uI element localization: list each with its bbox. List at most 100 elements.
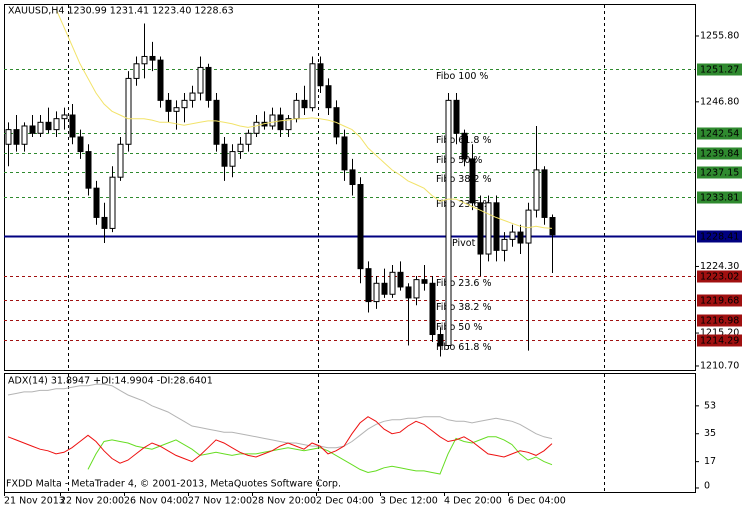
x-tick-label: 6 Dec 04:00: [508, 496, 566, 507]
candle-body: [541, 169, 548, 218]
candle-body: [285, 118, 292, 131]
candle-body: [165, 99, 172, 112]
candle-body: [189, 92, 196, 101]
price-box-label: 1239.84: [700, 149, 739, 160]
x-tick-label: 3 Dec 12:00: [380, 496, 438, 507]
price-box-label: 1219.68: [700, 296, 739, 307]
candle-body: [517, 231, 524, 244]
level-label: Fibo 100 %: [436, 71, 488, 82]
y-tick-label: 0: [704, 481, 710, 492]
candle-body: [109, 176, 116, 229]
candle-body: [53, 118, 60, 131]
price-box: [697, 147, 742, 160]
candle-body: [549, 217, 556, 236]
candle-body: [21, 125, 28, 145]
candle-body: [341, 136, 348, 171]
candle-body: [77, 136, 84, 153]
candle-body: [485, 202, 492, 255]
level-label: Fibo 50 %: [436, 155, 482, 166]
level-label: Fibo 38.2 %: [436, 302, 491, 313]
candle-body: [277, 114, 284, 131]
level-label: Fibo 23.6 %: [436, 199, 491, 210]
candle-body: [149, 55, 156, 61]
y-tick-label: 17: [704, 456, 716, 467]
candle-body: [293, 99, 300, 120]
candle-body: [133, 63, 140, 79]
x-tick-label: 21 Nov 2013: [4, 496, 65, 507]
y-tick-label: 53: [704, 400, 716, 411]
adx-title: ADX(14) 31.8947 +DI:14.9904 -DI:28.6401: [8, 376, 213, 387]
price-box: [697, 63, 742, 76]
candle-body: [501, 238, 508, 251]
candle-body: [101, 216, 108, 229]
candle-body: [357, 184, 364, 270]
y-tick-label: 1215.20: [700, 328, 739, 339]
candle-body: [269, 114, 276, 127]
price-box: [697, 166, 742, 179]
candle-body: [509, 231, 516, 240]
level-label: Fibo 50 %: [436, 322, 482, 333]
price-box-label: 1216.98: [700, 316, 739, 327]
candle-body: [69, 114, 76, 138]
x-tick-label: 22 Nov 20:00: [60, 496, 124, 507]
candle-body: [429, 282, 436, 336]
copyright: FXDD Malta - MetaTrader 4, © 2001-2013, …: [6, 479, 341, 490]
price-box: [697, 270, 742, 283]
candle-body: [197, 66, 204, 94]
candle-body: [245, 132, 252, 145]
candle-body: [469, 158, 476, 204]
candle-body: [413, 279, 420, 299]
level-label: Fibo 61.8 %: [436, 342, 491, 353]
y-tick-label: 1255.80: [700, 30, 739, 41]
main-panel: [4, 4, 696, 371]
candle-body: [45, 121, 52, 131]
candle-body: [229, 151, 236, 167]
price-box-label: 1237.15: [700, 168, 739, 179]
price-box-label: 1251.27: [700, 65, 739, 76]
candle-body: [237, 143, 244, 153]
price-box: [697, 127, 742, 140]
candle-body: [317, 63, 324, 87]
price-box: [697, 314, 742, 327]
candle-body: [325, 85, 332, 109]
chart-title: XAUUSD,H4 1230.99 1231.41 1223.40 1228.6…: [8, 6, 234, 17]
candle-body: [13, 129, 20, 145]
candle-body: [37, 121, 44, 134]
candle-body: [221, 143, 228, 167]
candle-body: [405, 286, 412, 299]
candle-body: [93, 187, 100, 218]
candle-body: [349, 169, 356, 186]
indicator-line: [7, 416, 553, 464]
level-label: Pivot: [452, 238, 476, 249]
price-box-label: 1228.41: [700, 232, 739, 243]
candle-body: [141, 55, 148, 65]
indicator-line: [87, 436, 553, 475]
x-tick-label: 4 Dec 20:00: [444, 496, 502, 507]
candle-body: [61, 114, 68, 120]
adx-panel: [4, 373, 696, 493]
candle-body: [365, 268, 372, 303]
candle-body: [205, 66, 212, 101]
candle-body: [213, 99, 220, 145]
price-box: [697, 294, 742, 307]
candle-body: [421, 279, 428, 284]
candle-body: [533, 169, 540, 211]
candle-body: [461, 132, 468, 160]
labels: XAUUSD,H4 1230.99 1231.41 1223.40 1228.6…: [4, 6, 742, 507]
moving-average: [55, 8, 553, 229]
x-tick-label: 28 Nov 20:00: [252, 496, 316, 507]
price-plot: Fibo 100 % Fibo 61.8 % Fibo 50 % Fibo 38.2 …: [4, 8, 695, 357]
candle-body: [29, 125, 36, 134]
x-tick-label: 26 Nov 04:00: [124, 496, 188, 507]
price-box: [697, 191, 742, 204]
candle-body: [373, 282, 380, 303]
level-label: Fibo 23.6 %: [436, 278, 491, 289]
price-box-label: 1214.29: [700, 336, 739, 347]
price-box-label: 1233.81: [700, 193, 739, 204]
price-box-label: 1223.02: [700, 272, 739, 283]
candle-body: [493, 202, 500, 251]
candle-body: [301, 99, 308, 109]
candle-body: [525, 209, 532, 244]
